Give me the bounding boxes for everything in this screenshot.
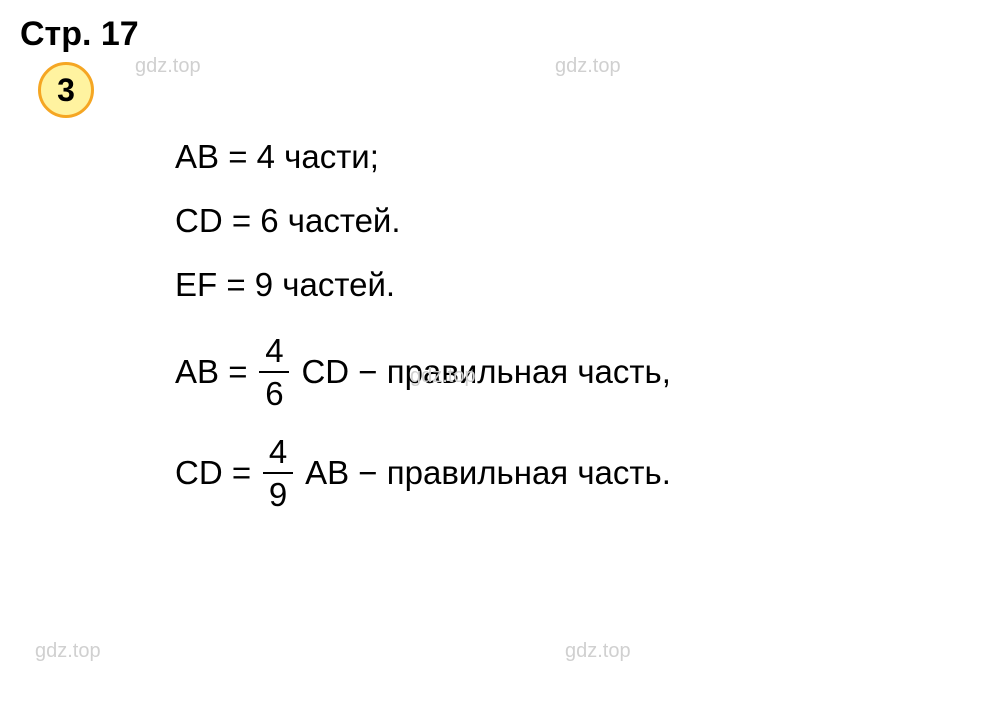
fraction-line-cd: CD = 4 9 AB − правильная часть.	[175, 435, 970, 511]
watermark: gdz.top	[35, 640, 101, 663]
watermark: gdz.top	[410, 365, 476, 388]
numerator: 4	[265, 334, 283, 369]
line-ab: AB = 4 части;	[175, 133, 970, 181]
fraction-suffix: AB − правильная часть.	[305, 454, 671, 492]
fraction-line-ab: AB = 4 6 CD − правильная часть,	[175, 334, 970, 410]
denominator: 9	[269, 476, 287, 511]
content-area: AB = 4 части; CD = 6 частей. EF = 9 част…	[175, 133, 970, 511]
fraction-suffix: CD − правильная часть,	[301, 353, 670, 391]
fraction-4-6: 4 6	[259, 334, 289, 410]
fraction-bar	[259, 371, 289, 373]
watermark: gdz.top	[135, 55, 201, 78]
numerator: 4	[269, 435, 287, 470]
watermark: gdz.top	[565, 640, 631, 663]
page-title: Стр. 17	[20, 15, 970, 54]
line-cd: CD = 6 частей.	[175, 197, 970, 245]
watermark: gdz.top	[555, 55, 621, 78]
fraction-4-9: 4 9	[263, 435, 293, 511]
denominator: 6	[265, 375, 283, 410]
line-ef: EF = 9 частей.	[175, 261, 970, 309]
fraction-bar	[263, 472, 293, 474]
problem-number-circle: 3	[38, 62, 94, 118]
fraction-prefix: CD =	[175, 454, 251, 492]
fraction-prefix: AB =	[175, 353, 247, 391]
problem-number: 3	[57, 72, 75, 109]
